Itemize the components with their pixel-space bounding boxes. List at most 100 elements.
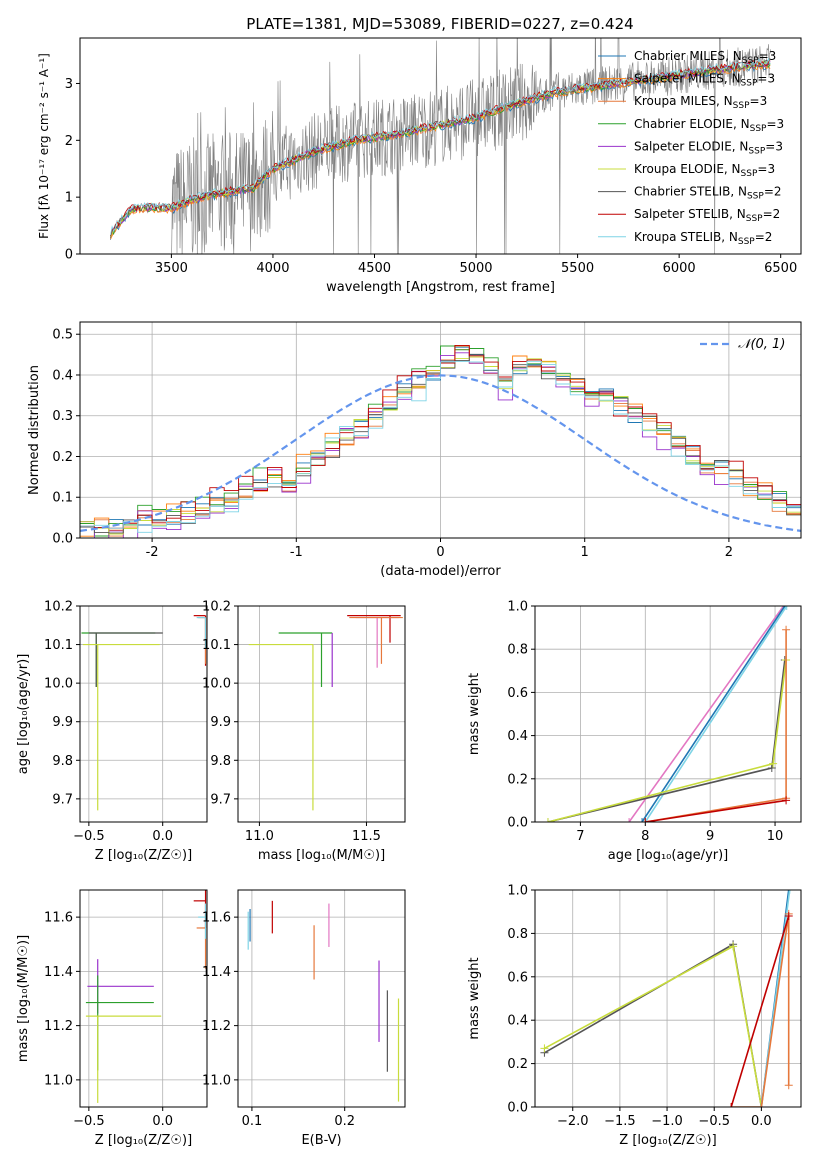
y-tick-label: 9.9 bbox=[210, 715, 231, 730]
y-tick-label: 9.8 bbox=[210, 754, 231, 769]
axes-frame bbox=[534, 889, 802, 1108]
x-tick-label: 6500 bbox=[764, 261, 797, 276]
y-axis-label: age [log₁₀(age/yr)] bbox=[16, 654, 31, 775]
y-axis-label: Flux [fλ 10⁻¹⁷ erg cm⁻² s⁻¹ A⁻¹] bbox=[37, 53, 51, 239]
x-tick-label: −0.5 bbox=[73, 829, 105, 844]
axes-frame bbox=[534, 605, 802, 823]
x-tick-label: 2 bbox=[725, 545, 733, 560]
x-tick-label: −0.5 bbox=[698, 1114, 730, 1129]
x-tick-label: 1 bbox=[581, 545, 589, 560]
histogram-series-5 bbox=[80, 352, 801, 538]
x-tick-label: 0.1 bbox=[242, 1114, 263, 1129]
x-tick-label: 9 bbox=[706, 829, 714, 844]
x-tick-label: 4500 bbox=[358, 261, 391, 276]
axes-frame bbox=[237, 889, 406, 1108]
y-tick-label: 0 bbox=[65, 248, 73, 263]
weight-series-2 bbox=[544, 945, 763, 1107]
x-axis-label: Z [log₁₀(Z/Z☉)] bbox=[95, 1133, 192, 1148]
y-tick-label: 1.0 bbox=[507, 884, 528, 899]
normal-curve bbox=[80, 374, 801, 532]
x-tick-label: 11.0 bbox=[245, 829, 274, 844]
weight-marker bbox=[543, 818, 552, 822]
y-axis-label: Normed distribution bbox=[27, 365, 42, 495]
x-tick-label: 5500 bbox=[561, 261, 594, 276]
histogram-series-8 bbox=[80, 344, 801, 529]
weight-marker bbox=[785, 890, 794, 894]
axes-frame bbox=[79, 37, 802, 255]
y-tick-label: 0.4 bbox=[52, 368, 73, 383]
x-tick-label: 11.5 bbox=[352, 829, 381, 844]
weight-marker bbox=[727, 1103, 736, 1107]
weight-marker bbox=[540, 1044, 549, 1053]
panel-7: 0.1 0.2 11.0 11.2 11.4 11.6 E(B-V) bbox=[202, 889, 406, 1148]
histogram-series-4 bbox=[80, 345, 801, 537]
weight-marker bbox=[782, 606, 791, 610]
weight-marker bbox=[767, 764, 776, 772]
y-tick-label: 1 bbox=[65, 191, 73, 206]
y-tick-label: 10.0 bbox=[44, 677, 73, 692]
axes-frame bbox=[79, 889, 208, 1108]
legend-label: Salpeter MILES, NSSP=3 bbox=[634, 72, 775, 89]
plot-area bbox=[80, 606, 207, 822]
panel-4: 11.0 11.5 9.7 9.8 9.9 10.0 10.1 10.2 mass [log₁₀… bbox=[202, 600, 406, 863]
y-tick-label: 9.9 bbox=[52, 715, 73, 730]
legend-label: Kroupa MILES, NSSP=3 bbox=[634, 94, 767, 111]
plot-area bbox=[535, 606, 801, 822]
y-tick-label: 0.2 bbox=[52, 450, 73, 465]
y-tick-label: 9.8 bbox=[52, 754, 73, 769]
y-tick-label: 11.4 bbox=[44, 965, 73, 980]
legend-label: Chabrier STELIB, NSSP=2 bbox=[634, 185, 782, 202]
weight-marker bbox=[641, 818, 650, 822]
x-tick-label: 7 bbox=[576, 829, 584, 844]
y-tick-label: 1.0 bbox=[507, 600, 528, 615]
observed-spectrum bbox=[171, 38, 771, 254]
y-tick-label: 2 bbox=[65, 134, 73, 149]
x-tick-label: 5000 bbox=[459, 261, 492, 276]
y-tick-label: 0.6 bbox=[507, 686, 528, 701]
legend-label: Chabrier MILES, NSSP=3 bbox=[634, 49, 776, 66]
panel-6: −0.5 0.0 11.0 11.2 11.4 11.6 Z [log₁₀(Z/Z☉)] ma… bbox=[16, 889, 208, 1148]
x-axis-label: Z [log₁₀(Z/Z☉)] bbox=[95, 848, 192, 863]
x-tick-label: 0.0 bbox=[152, 1114, 173, 1129]
y-tick-label: 11.0 bbox=[44, 1073, 73, 1088]
y-tick-label: 0.4 bbox=[507, 1014, 528, 1029]
y-tick-label: 9.7 bbox=[210, 792, 231, 807]
x-tick-label: −1.0 bbox=[651, 1114, 683, 1129]
plot-area bbox=[238, 606, 405, 822]
weight-series-5 bbox=[547, 659, 787, 822]
y-tick-label: 0.6 bbox=[507, 970, 528, 985]
legend-label: Salpeter ELODIE, NSSP=3 bbox=[634, 139, 783, 156]
weight-marker bbox=[757, 1103, 766, 1107]
weight-series-7 bbox=[645, 799, 787, 822]
weight-marker bbox=[784, 912, 793, 921]
legend-label: Kroupa ELODIE, NSSP=3 bbox=[634, 162, 775, 179]
y-tick-label: 0.8 bbox=[507, 927, 528, 942]
x-axis-label: age [log₁₀(age/yr)] bbox=[608, 848, 729, 863]
plot-area bbox=[80, 322, 801, 538]
plot-area bbox=[535, 890, 801, 1107]
model-spectrum-8 bbox=[110, 59, 771, 236]
weight-series-4 bbox=[547, 659, 786, 822]
y-tick-label: 0.4 bbox=[507, 729, 528, 744]
y-tick-label: 10.0 bbox=[202, 677, 231, 692]
y-tick-label: 0.8 bbox=[507, 643, 528, 658]
panels: Chabrier MILES, NSSP=3 Salpeter MILES, NS… bbox=[16, 37, 802, 1148]
y-tick-label: 11.6 bbox=[44, 911, 73, 926]
x-tick-label: 8 bbox=[641, 829, 649, 844]
histogram-series-9 bbox=[80, 360, 801, 533]
y-tick-label: 0.2 bbox=[507, 772, 528, 787]
y-tick-label: 10.1 bbox=[44, 638, 73, 653]
x-tick-label: −1.5 bbox=[604, 1114, 636, 1129]
legend-label: Salpeter STELIB, NSSP=2 bbox=[634, 207, 780, 224]
weight-marker bbox=[784, 1081, 793, 1090]
weight-marker bbox=[625, 818, 634, 822]
x-tick-label: −0.5 bbox=[73, 1114, 105, 1129]
axes-frame bbox=[79, 605, 208, 823]
legend-label: Kroupa STELIB, NSSP=2 bbox=[634, 230, 772, 247]
panel-8: −2.0 −1.5 −1.0 −0.5 0.0 0.0 0.2 0.4 0.6 0.8 1.0 Z [… bbox=[467, 884, 802, 1148]
weight-series-1 bbox=[628, 606, 785, 822]
x-tick-label: 0.0 bbox=[751, 1114, 772, 1129]
model-spectrum-9 bbox=[110, 57, 771, 236]
x-axis-label: mass [log₁₀(M/M☉)] bbox=[258, 848, 385, 863]
y-tick-label: 9.7 bbox=[52, 792, 73, 807]
